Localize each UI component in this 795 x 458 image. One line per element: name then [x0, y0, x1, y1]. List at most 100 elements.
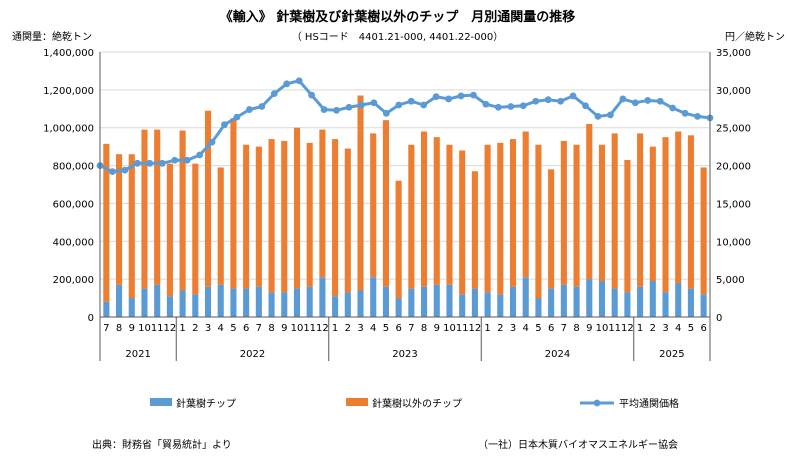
legend-marker-avg-price — [593, 399, 601, 407]
bar-non-coniferous — [548, 169, 555, 289]
bar-non-coniferous — [179, 130, 186, 291]
bar-non-coniferous — [141, 129, 148, 289]
avg-price-point — [445, 95, 452, 103]
bar-coniferous — [548, 288, 555, 317]
bar-coniferous — [230, 288, 237, 317]
bar-non-coniferous — [535, 144, 542, 299]
bar-coniferous — [637, 286, 644, 317]
x-tick-label: 7 — [561, 323, 567, 334]
x-tick-label: 3 — [357, 323, 363, 334]
y-axis-right-label: 円／絶乾トン — [725, 32, 785, 43]
x-tick-label: 11 — [303, 323, 316, 334]
y-right-tick-label: 20,000 — [716, 162, 751, 173]
x-tick-label: 12 — [164, 323, 177, 334]
bar-non-coniferous — [687, 135, 694, 289]
bar-coniferous — [319, 277, 326, 317]
x-tick-label: 2 — [497, 323, 503, 334]
avg-price-point — [196, 151, 203, 159]
bar-coniferous — [103, 301, 110, 317]
bar-non-coniferous — [166, 163, 173, 297]
avg-price-point — [345, 103, 353, 111]
avg-price-point — [407, 97, 415, 105]
bar-non-coniferous — [268, 139, 275, 293]
y-right-tick-label: 15,000 — [716, 199, 751, 210]
avg-price-point — [109, 168, 116, 176]
x-tick-label: 1 — [179, 323, 185, 334]
x-tick-label: 4 — [675, 323, 681, 334]
avg-price-point — [171, 156, 179, 164]
year-label: 2024 — [545, 349, 570, 360]
x-tick-label: 12 — [316, 323, 329, 334]
y-left-tick-label: 200,000 — [53, 275, 94, 286]
y-left-tick-label: 800,000 — [53, 162, 94, 173]
bar-non-coniferous — [192, 163, 199, 295]
year-label: 2022 — [240, 349, 265, 360]
avg-price-point — [631, 99, 639, 107]
bar-non-coniferous — [598, 144, 606, 282]
bar-coniferous — [166, 296, 173, 317]
bar-non-coniferous — [624, 159, 631, 293]
bar-non-coniferous — [357, 95, 364, 291]
bar-non-coniferous — [154, 129, 161, 285]
bar-coniferous — [459, 294, 466, 317]
avg-price-point — [420, 101, 428, 109]
bar-non-coniferous — [700, 167, 707, 295]
bar-coniferous — [662, 292, 669, 317]
bar-coniferous — [116, 284, 123, 317]
x-tick-label: 10 — [596, 323, 609, 334]
x-tick-label: 10 — [291, 323, 304, 334]
bar-coniferous — [675, 282, 682, 317]
bar-coniferous — [128, 298, 135, 317]
bar-coniferous — [421, 286, 428, 317]
x-tick-label: 6 — [243, 323, 249, 334]
bar-coniferous — [560, 284, 567, 317]
bar-non-coniferous — [255, 146, 262, 287]
bar-coniferous — [332, 296, 339, 317]
x-tick-label: 9 — [586, 323, 592, 334]
bar-non-coniferous — [217, 167, 224, 285]
y-right-tick-label: 25,000 — [716, 124, 751, 135]
avg-price-point — [208, 138, 216, 146]
year-label: 2023 — [392, 349, 417, 360]
bar-non-coniferous — [662, 137, 669, 293]
bar-coniferous — [433, 284, 440, 317]
x-tick-label: 3 — [205, 323, 211, 334]
x-tick-label: 2 — [345, 323, 351, 334]
chart-title: 《輸入》 針葉樹及び針葉樹以外のチップ 月別通関量の推移 — [219, 10, 576, 25]
avg-price-point — [258, 103, 266, 110]
bar-non-coniferous — [573, 144, 580, 287]
legend-label-non-coniferous: 針葉樹以外のチップ — [372, 397, 462, 410]
bar-coniferous — [204, 286, 212, 317]
x-tick-label: 4 — [218, 323, 224, 334]
source-note: 出典：財務省「貿易統計」より — [92, 440, 232, 451]
avg-price-point — [694, 112, 701, 120]
bar-coniferous — [598, 281, 606, 317]
avg-price-point — [395, 101, 403, 109]
x-tick-label: 8 — [268, 323, 274, 334]
bar-coniferous — [522, 277, 529, 317]
avg-price-point — [158, 159, 166, 167]
legend-swatch-non-coniferous — [346, 398, 368, 406]
avg-price-point — [270, 90, 278, 98]
x-tick-label: 6 — [548, 323, 554, 334]
legend-label-coniferous: 針葉樹チップ — [176, 397, 236, 410]
bar-coniferous — [509, 286, 517, 317]
avg-price-point — [432, 93, 440, 101]
y-axis-left-label: 通関量：絶乾トン — [12, 32, 92, 43]
avg-price-point — [245, 106, 253, 113]
bar-non-coniferous — [204, 110, 212, 287]
bar-non-coniferous — [421, 131, 428, 287]
x-tick-label: 9 — [434, 323, 440, 334]
bar-non-coniferous — [332, 139, 339, 297]
bar-non-coniferous — [382, 120, 389, 287]
bar-coniferous — [471, 288, 478, 317]
x-tick-label: 11 — [151, 323, 164, 334]
y-right-tick-label: 5,000 — [716, 275, 745, 286]
bar-non-coniferous — [370, 133, 377, 278]
x-tick-label: 5 — [383, 323, 389, 334]
avg-price-point — [320, 106, 328, 113]
bar-non-coniferous — [293, 127, 301, 289]
x-tick-label: 7 — [408, 323, 414, 334]
bar-non-coniferous — [230, 118, 237, 289]
avg-price-point — [146, 159, 154, 167]
